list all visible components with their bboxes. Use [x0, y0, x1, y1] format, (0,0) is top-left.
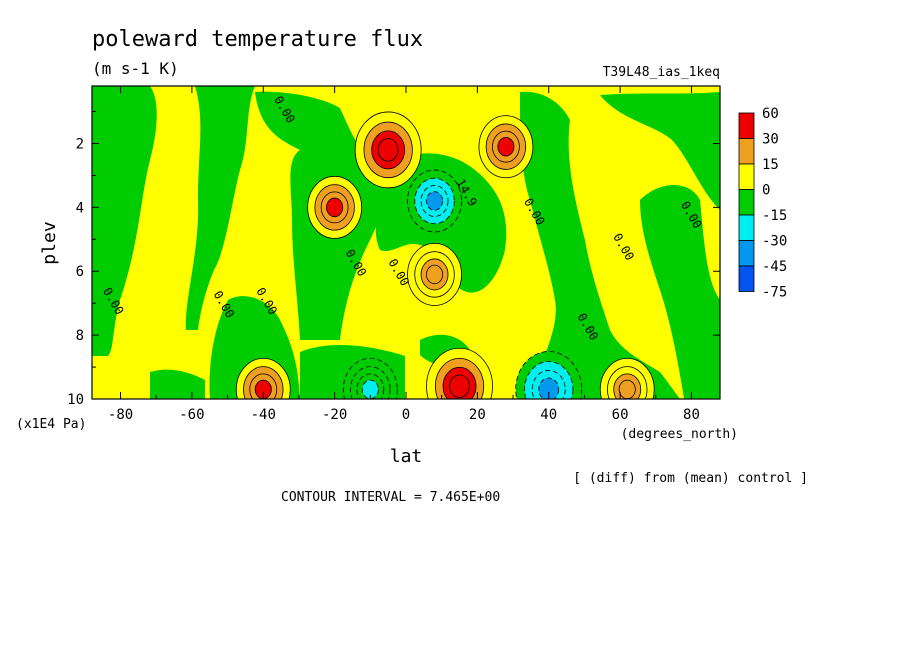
- diff-note: [ (diff) from (mean) control ]: [573, 471, 808, 486]
- flux-extremum-2: [478, 115, 534, 179]
- x-axis-units: (degrees_north): [621, 427, 738, 442]
- flux-extremum-4: [407, 242, 462, 306]
- colorbar-swatch-2: [738, 138, 755, 165]
- y-axis-ticks: 2 4 6 8 10: [67, 111, 720, 408]
- y-tick-label-4: 4: [76, 200, 84, 216]
- colorbar-swatch-3: [738, 163, 755, 190]
- colorbar-swatch-1: [738, 112, 755, 139]
- colorbar-label-3: 15: [762, 157, 779, 173]
- chart-units: (m s-1 K): [92, 59, 179, 78]
- flux-extremum-9: [515, 351, 583, 399]
- extremum-2-ring-4: [497, 136, 515, 157]
- colorbar-swatch-5: [738, 214, 755, 241]
- colorbar-label-7: -45: [762, 259, 787, 275]
- flux-extremum-5: [407, 169, 462, 233]
- y-axis-label: plev: [39, 221, 60, 264]
- extremum-8-ring-4: [618, 379, 636, 399]
- negative-flux-zone-1: [92, 86, 157, 356]
- plot-area: [92, 86, 720, 399]
- run-label: T39L48_ias_1keq: [603, 65, 720, 80]
- colorbar-swatch-4: [738, 189, 755, 216]
- colorbar-label-5: -15: [762, 208, 787, 224]
- colorbar-label-2: 30: [762, 132, 779, 148]
- flux-extremum-8: [599, 357, 655, 399]
- x-tick-label--20: -20: [322, 407, 347, 423]
- chart-title: poleward temperature flux: [92, 27, 423, 52]
- negative-flux-zone-11: [600, 92, 720, 210]
- y-tick-label-10: 10: [67, 392, 84, 408]
- negative-flux-zone-edge: [92, 200, 102, 265]
- x-tick-label--40: -40: [251, 407, 276, 423]
- flux-extremum-1: [354, 111, 422, 189]
- x-tick-label-0: 0: [402, 407, 410, 423]
- y-tick-label-8: 8: [76, 328, 84, 344]
- extremum-1-ring-4: [377, 138, 399, 162]
- x-tick-label-20: 20: [469, 407, 486, 423]
- colorbar-swatch-7: [738, 265, 755, 292]
- colorbar-label-4: 0: [762, 183, 770, 199]
- extremum-6-ring-4: [449, 374, 470, 399]
- extremum-3-ring-4: [326, 197, 344, 218]
- flux-extremum-10: [342, 357, 398, 399]
- x-axis-ticks: -80 -60 -40 -20 0 20 40 60 80: [108, 86, 700, 423]
- negative-flux-zone-7: [640, 185, 720, 399]
- negative-flux-zone-8: [150, 369, 205, 399]
- colorbar: 60 30 15 0 -15 -30 -45 -75: [738, 106, 787, 301]
- y-tick-label-2: 2: [76, 136, 84, 152]
- x-tick-label--80: -80: [108, 407, 133, 423]
- colorbar-label-8: -75: [762, 285, 787, 301]
- extremum-4-ring-4: [426, 264, 444, 285]
- colorbar-label-6: -30: [762, 234, 787, 250]
- extremum-9-ring-4: [538, 377, 560, 399]
- x-tick-label-80: 80: [683, 407, 700, 423]
- x-tick-label--60: -60: [179, 407, 204, 423]
- x-axis-label: lat: [390, 446, 423, 467]
- extremum-5-ring-4: [426, 191, 444, 211]
- x-tick-label-40: 40: [540, 407, 557, 423]
- negative-flux-zone-2: [185, 86, 255, 330]
- negative-flux-zone-6: [520, 91, 680, 399]
- extremum-10-ring-4: [361, 379, 379, 399]
- x-tick-label-60: 60: [612, 407, 629, 423]
- y-axis-units: (x1E4 Pa): [16, 417, 86, 432]
- colorbar-swatch-6: [738, 240, 755, 267]
- contour-interval: CONTOUR INTERVAL = 7.465E+00: [281, 490, 500, 505]
- flux-extremum-7: [235, 357, 291, 399]
- flux-extremum-6: [426, 347, 493, 399]
- colorbar-label-1: 60: [762, 106, 779, 122]
- y-tick-label-6: 6: [76, 264, 84, 280]
- flux-extremum-3: [307, 175, 363, 239]
